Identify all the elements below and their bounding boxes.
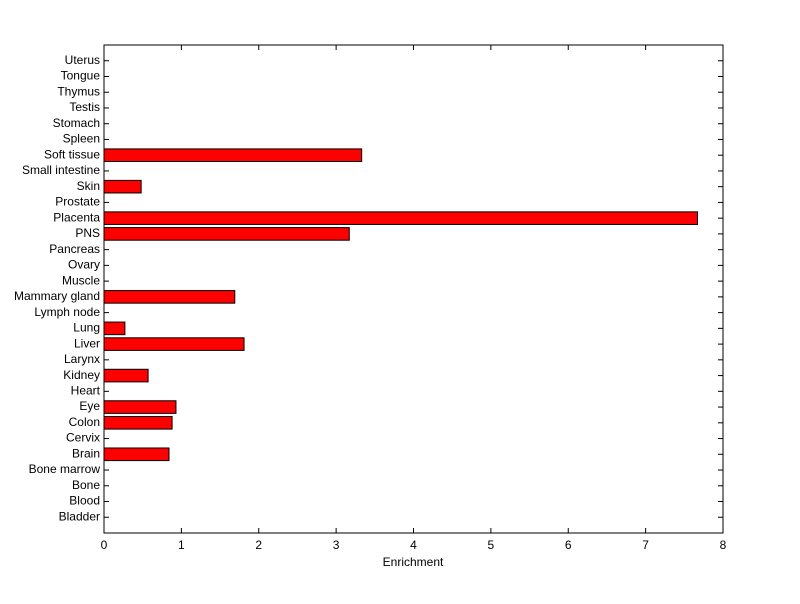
x-tick-label: 5 bbox=[488, 538, 495, 552]
y-tick-label: Colon bbox=[69, 415, 100, 429]
bar bbox=[103, 416, 173, 430]
x-tick-label: 6 bbox=[565, 538, 572, 552]
y-tick-label: Uterus bbox=[65, 53, 100, 67]
y-tick-label: Muscle bbox=[62, 273, 100, 287]
y-tick-label: Pancreas bbox=[49, 242, 100, 256]
bar bbox=[103, 337, 245, 351]
y-tick-label: PNS bbox=[75, 226, 100, 240]
x-axis-label: Enrichment bbox=[383, 555, 444, 569]
y-tick-label: Ovary bbox=[68, 258, 100, 272]
y-tick-label: Soft tissue bbox=[44, 147, 100, 161]
y-tick-label: Testis bbox=[69, 100, 100, 114]
x-tick-label: 2 bbox=[255, 538, 262, 552]
x-tick-label: 1 bbox=[178, 538, 185, 552]
x-tick-label: 8 bbox=[720, 538, 727, 552]
y-tick-label: Bone marrow bbox=[29, 462, 101, 476]
bar bbox=[103, 179, 142, 194]
y-tick-label: Stomach bbox=[53, 116, 100, 130]
bar bbox=[103, 400, 177, 414]
y-tick-label: Tongue bbox=[61, 69, 101, 83]
y-tick-label: Bone bbox=[72, 478, 100, 492]
x-tick-label: 0 bbox=[101, 538, 108, 552]
bar bbox=[103, 290, 236, 304]
y-tick-label: Bladder bbox=[59, 509, 100, 523]
y-tick-label: Larynx bbox=[64, 352, 100, 366]
plot-area bbox=[103, 44, 724, 534]
y-tick-label: Prostate bbox=[55, 195, 100, 209]
y-tick-label: Mammary gland bbox=[14, 289, 100, 303]
bar bbox=[103, 148, 363, 162]
bar bbox=[103, 227, 350, 241]
y-tick-label: Heart bbox=[71, 383, 101, 397]
y-tick-label: Liver bbox=[74, 336, 100, 350]
y-tick-label: Brain bbox=[72, 446, 100, 460]
x-tick-label: 7 bbox=[642, 538, 649, 552]
bar bbox=[103, 447, 170, 462]
y-tick-label: Eye bbox=[79, 399, 100, 413]
y-tick-label: Spleen bbox=[63, 132, 100, 146]
y-tick-label: Small intestine bbox=[22, 163, 100, 177]
bar bbox=[103, 368, 149, 383]
bar bbox=[103, 321, 126, 336]
y-tick-label: Thymus bbox=[57, 84, 100, 98]
y-tick-label: Skin bbox=[77, 179, 100, 193]
y-tick-label: Lymph node bbox=[34, 305, 100, 319]
y-tick-label: Cervix bbox=[66, 431, 100, 445]
bar bbox=[103, 211, 698, 225]
x-tick-label: 3 bbox=[333, 538, 340, 552]
y-tick-label: Blood bbox=[69, 494, 100, 508]
y-tick-label: Placenta bbox=[53, 210, 100, 224]
y-tick-label: Lung bbox=[73, 321, 100, 335]
x-tick-label: 4 bbox=[410, 538, 417, 552]
y-tick-label: Kidney bbox=[63, 368, 100, 382]
